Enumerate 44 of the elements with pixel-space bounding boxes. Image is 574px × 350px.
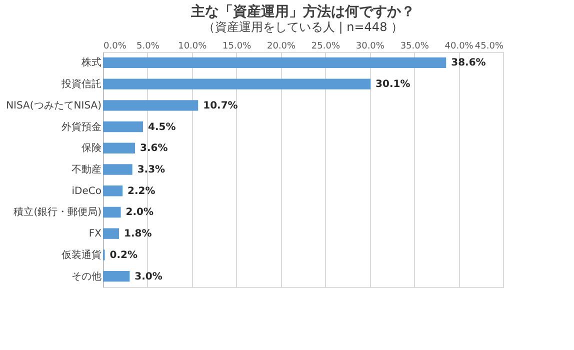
chart-title: 主な「資産運用」方法は何ですか？ bbox=[190, 3, 415, 20]
data-label: 1.8% bbox=[124, 228, 152, 240]
x-tick-label: 35.0% bbox=[400, 42, 430, 52]
bar bbox=[103, 142, 135, 154]
bar bbox=[103, 228, 119, 239]
y-tick-label: 積立(銀行・郵便局) bbox=[14, 206, 102, 218]
chart-subtitle: （資産運用をしている人 | n=448 ） bbox=[202, 20, 404, 34]
y-tick-label: 株式 bbox=[80, 56, 102, 69]
y-tick-label: 保険 bbox=[82, 143, 102, 154]
x-tick-label: 20.0% bbox=[266, 42, 296, 52]
bar bbox=[103, 270, 130, 282]
x-tick-label: 15.0% bbox=[222, 42, 252, 52]
bar bbox=[103, 206, 121, 218]
data-label: 2.0% bbox=[126, 207, 154, 218]
x-tick-label: 40.0% bbox=[444, 42, 474, 52]
data-label: 3.3% bbox=[137, 164, 166, 176]
x-tick-label: 25.0% bbox=[311, 42, 340, 52]
bar bbox=[103, 164, 132, 175]
x-tick-label: 30.0% bbox=[356, 42, 385, 52]
x-tick-label: 0.0% bbox=[104, 42, 127, 52]
y-tick-label: NISA(つみたてNISA) bbox=[6, 100, 102, 112]
data-label: 10.7% bbox=[203, 100, 238, 112]
data-label: 3.0% bbox=[134, 271, 162, 282]
data-label: 4.5% bbox=[148, 122, 176, 133]
y-tick-label: iDeCo bbox=[72, 186, 102, 197]
y-tick-label: FX bbox=[88, 228, 102, 240]
y-tick-label: 仮装通貨 bbox=[62, 248, 102, 261]
bar bbox=[103, 186, 123, 196]
x-tick-label: 5.0% bbox=[136, 42, 160, 52]
bar bbox=[103, 121, 143, 132]
y-tick-label: その他 bbox=[72, 270, 102, 282]
data-label: 38.6% bbox=[451, 58, 486, 69]
y-tick-label: 不動産 bbox=[72, 164, 102, 176]
data-label: 30.1% bbox=[376, 79, 410, 90]
bar bbox=[103, 57, 446, 68]
data-label: 3.6% bbox=[140, 143, 168, 154]
y-tick-label: 外貨預金 bbox=[62, 120, 102, 133]
data-label: 2.2% bbox=[128, 186, 156, 197]
x-tick-label: 10.0% bbox=[178, 42, 208, 52]
data-label: 0.2% bbox=[110, 250, 138, 261]
y-tick-label: 投資信託 bbox=[60, 78, 102, 90]
bar bbox=[103, 78, 371, 90]
bar bbox=[103, 100, 198, 111]
x-tick-label: 45.0% bbox=[474, 42, 504, 52]
